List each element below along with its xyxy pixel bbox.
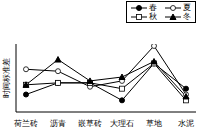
html-text:春: 春 <box>149 3 157 12</box>
html-text:冬: 冬 <box>183 12 191 21</box>
svg-text:沥青: 沥青 <box>50 119 66 128</box>
svg-text:时间标准差: 时间标准差 <box>8 58 11 98</box>
svg-text:大理石: 大理石 <box>110 119 134 128</box>
html-text:秋: 秋 <box>149 12 157 21</box>
svg-text:嵌草砖: 嵌草砖 <box>78 119 102 128</box>
svg-text:荷兰砖: 荷兰砖 <box>14 119 38 128</box>
svg-text:水泥: 水泥 <box>178 119 194 128</box>
svg-text:草地: 草地 <box>146 119 162 128</box>
html-text:夏: 夏 <box>183 3 191 12</box>
